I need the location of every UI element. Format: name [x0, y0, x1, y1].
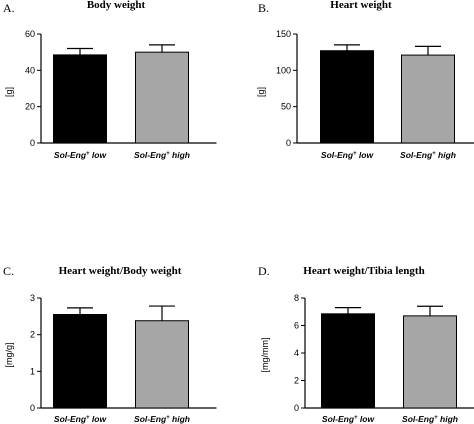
- y-tick-label: 150: [276, 29, 291, 39]
- bar-low: [53, 314, 107, 409]
- chart-title: Heart weight/Tibia length: [303, 265, 424, 277]
- y-tick-label: 0: [30, 403, 35, 413]
- y-axis-label: [mg/g]: [4, 342, 14, 367]
- panel-letter: D.: [258, 264, 270, 278]
- bar-high: [135, 320, 189, 409]
- category-label-high: Sol-Eng+ high: [134, 414, 190, 424]
- y-tick-label: 0: [294, 403, 299, 413]
- y-tick-label: 100: [276, 65, 291, 75]
- category-label-high: Sol-Eng+ high: [134, 150, 190, 160]
- bar-high: [403, 315, 457, 409]
- y-tick-label: 50: [281, 102, 291, 112]
- category-label-low: Sol-Eng+ low: [321, 150, 375, 160]
- bar-low: [320, 50, 374, 144]
- plot-area: 0 2 4 6 8: [294, 293, 474, 413]
- category-label-high: Sol-Eng+ high: [400, 150, 456, 160]
- panel-letter: A.: [3, 1, 15, 15]
- category-label-low: Sol-Eng+ low: [322, 414, 376, 424]
- chart-title: Body weight: [87, 0, 146, 11]
- bar-high: [135, 51, 189, 144]
- chart-title: Heart weight: [330, 0, 392, 11]
- y-axis-label: [mg/mm]: [260, 338, 270, 373]
- chart-title: Heart weight/Body weight: [59, 265, 182, 277]
- y-tick-label: 0: [286, 138, 291, 148]
- y-tick-label: 4: [294, 348, 299, 358]
- category-label-low: Sol-Eng+ low: [54, 150, 108, 160]
- plot-area: 0 50 100 150: [276, 29, 474, 148]
- y-axis-label: [g]: [256, 87, 266, 97]
- y-tick-label: 40: [25, 65, 35, 75]
- y-tick-label: 2: [30, 330, 35, 340]
- bar-low: [53, 54, 107, 144]
- panel-d: D. Heart weight/Tibia length [mg/mm] 0 2 4…: [258, 264, 474, 424]
- y-tick-label: 8: [294, 293, 299, 303]
- y-tick-label: 0: [30, 138, 35, 148]
- category-label-low: Sol-Eng+ low: [54, 414, 108, 424]
- bar-high: [401, 54, 455, 144]
- y-tick-label: 2: [294, 376, 299, 386]
- y-tick-label: 6: [294, 321, 299, 331]
- y-axis-label: [g]: [4, 87, 14, 97]
- panel-b: B. Heart weight [g] 0 50 100 150 Sol-Eng+ l…: [256, 0, 474, 160]
- y-tick-label: 1: [30, 366, 35, 376]
- plot-area: 0 1 2 3: [30, 293, 217, 413]
- y-tick-label: 3: [30, 293, 35, 303]
- panel-c: C. Heart weight/Body weight [mg/g] 0123 …: [3, 264, 217, 424]
- panel-letter: B.: [258, 1, 269, 15]
- plot-area: 0 20 40 60: [25, 29, 217, 148]
- bar-low: [321, 313, 375, 409]
- category-label-high: Sol-Eng+ high: [402, 414, 458, 424]
- y-tick-label: 60: [25, 29, 35, 39]
- y-tick-label: 20: [25, 102, 35, 112]
- panel-letter: C.: [3, 264, 14, 278]
